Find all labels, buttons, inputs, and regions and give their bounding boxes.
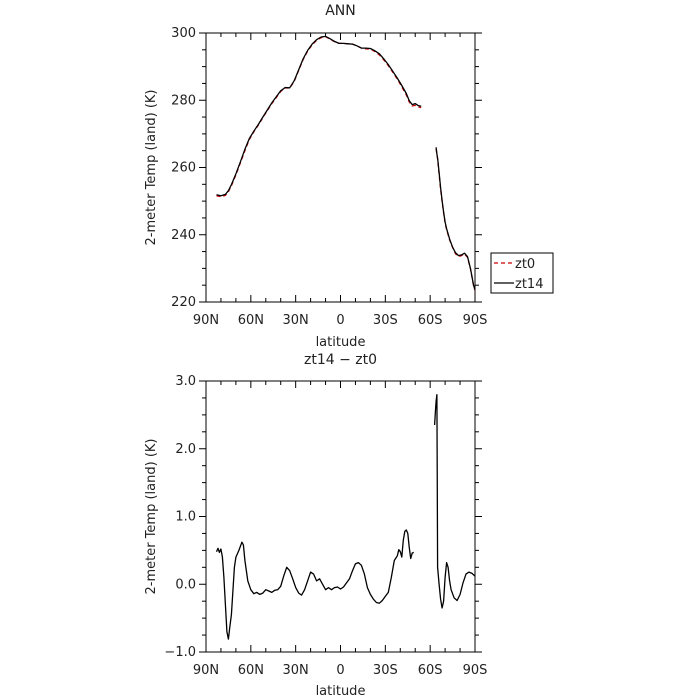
plot-frame xyxy=(205,32,476,303)
x-tick-label: 30N xyxy=(283,313,309,328)
x-tick-label: 0 xyxy=(336,313,344,328)
series-line-zt0 xyxy=(435,148,476,291)
y-axis-label: 2-meter Temp (land) (K) xyxy=(144,439,159,595)
series-line-zt14 xyxy=(216,35,422,197)
legend-label-zt14: zt14 xyxy=(515,277,543,292)
x-tick-label: 30N xyxy=(283,663,309,678)
x-tick-label: 60N xyxy=(238,663,264,678)
y-axis-label: 2-meter Temp (land) (K) xyxy=(144,90,159,246)
top-panel: ANN 90N 60N 30N 0 30S 60S 90S 220 240 260 280 300 lat… xyxy=(144,3,554,350)
x-tick-label: 30S xyxy=(373,663,398,678)
x-tick-label: 90N xyxy=(193,313,219,328)
x-tick-label: 60N xyxy=(238,313,264,328)
series-line-zt0 xyxy=(216,36,422,198)
y-tick-label: −1.0 xyxy=(164,645,196,660)
series-line xyxy=(215,529,414,640)
x-tick-label: 90S xyxy=(463,313,488,328)
x-axis-label: latitude xyxy=(316,335,366,350)
series-line-zt14 xyxy=(435,147,476,291)
y-tick-label: 220 xyxy=(171,295,196,310)
y-tick-label: 3.0 xyxy=(175,374,196,389)
x-tick-label: 30S xyxy=(373,313,398,328)
x-tick-label: 90N xyxy=(193,663,219,678)
y-tick-label: 260 xyxy=(171,161,196,176)
y-tick-label: 2.0 xyxy=(175,442,196,457)
x-axis-label: latitude xyxy=(316,684,366,699)
series-line xyxy=(433,393,476,609)
chart-title: ANN xyxy=(325,3,356,19)
legend-box xyxy=(490,252,554,294)
y-tick-label: 1.0 xyxy=(175,510,196,525)
bottom-panel: zt14 − zt0 90N 60N 30N 0 30S 60S 90S −1.0 0.0 1.0 2… xyxy=(144,352,487,699)
x-tick-label: 0 xyxy=(336,663,344,678)
y-tick-label: 0.0 xyxy=(175,577,196,592)
x-tick-label: 60S xyxy=(418,663,443,678)
chart-title: zt14 − zt0 xyxy=(304,352,377,368)
legend-label-zt0: zt0 xyxy=(515,257,535,272)
y-tick-label: 300 xyxy=(171,26,196,41)
y-tick-label: 280 xyxy=(171,93,196,108)
y-tick-label: 240 xyxy=(171,228,196,243)
x-tick-label: 90S xyxy=(463,663,488,678)
x-tick-label: 60S xyxy=(418,313,443,328)
